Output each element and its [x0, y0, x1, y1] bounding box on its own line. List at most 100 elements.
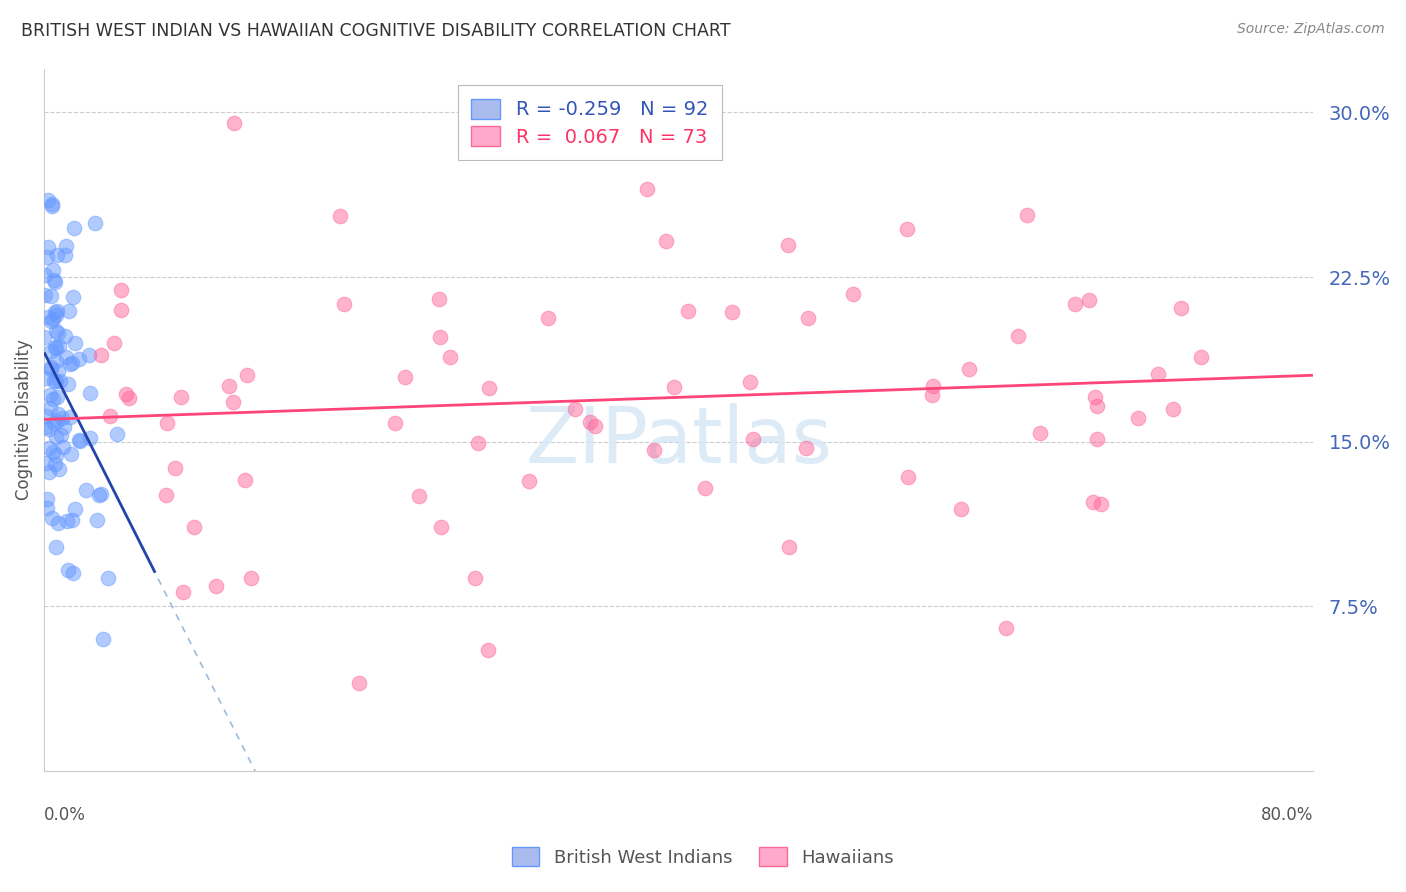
Point [44, 275, 66, 289]
Point [34, 371, 56, 385]
Point [46, 326, 69, 341]
Point [44, 457, 66, 471]
Point [55, 514, 77, 528]
Point [39, 401, 62, 415]
Legend: British West Indians, Hawaiians: British West Indians, Hawaiians [505, 840, 901, 874]
Point [224, 116, 246, 130]
Point [738, 375, 761, 389]
Point [38, 466, 60, 480]
Text: 80.0%: 80.0% [1261, 806, 1313, 824]
Point [98, 409, 121, 423]
Point [63, 336, 86, 351]
Point [84, 216, 107, 230]
Point [949, 501, 972, 516]
Point [994, 621, 1017, 635]
Point [1085, 399, 1108, 413]
Point [205, 579, 228, 593]
Point [235, 368, 257, 382]
Text: ZIPatlas: ZIPatlas [524, 403, 832, 479]
Point [655, 234, 678, 248]
Point [45, 430, 67, 444]
Point [172, 585, 194, 599]
Point [583, 419, 606, 434]
Point [58, 376, 80, 391]
Point [67, 351, 90, 366]
Point [45, 448, 67, 462]
Point [699, 144, 721, 158]
Point [62, 290, 84, 304]
Point [35, 251, 58, 265]
Y-axis label: Cognitive Disability: Cognitive Disability [15, 339, 32, 500]
Point [1161, 401, 1184, 416]
Point [59, 357, 82, 371]
Point [794, 442, 817, 456]
Point [58, 304, 80, 318]
Point [39, 344, 62, 359]
Point [34, 268, 56, 282]
Point [329, 209, 352, 223]
Point [32, 330, 55, 344]
Point [39, 288, 62, 302]
Point [564, 402, 586, 417]
Point [41, 199, 63, 213]
Point [464, 572, 486, 586]
Point [1084, 390, 1107, 404]
Point [183, 519, 205, 533]
Point [721, 304, 744, 318]
Point [67, 434, 90, 448]
Point [45, 354, 67, 368]
Point [44, 273, 66, 287]
Point [517, 474, 540, 488]
Point [39, 314, 62, 328]
Point [48, 339, 70, 353]
Point [842, 287, 865, 301]
Point [53, 420, 76, 434]
Point [408, 489, 430, 503]
Point [89, 488, 111, 502]
Point [42, 445, 65, 459]
Point [578, 416, 600, 430]
Point [46, 407, 69, 421]
Point [34, 419, 56, 434]
Point [896, 221, 918, 235]
Point [477, 643, 499, 657]
Point [1085, 432, 1108, 446]
Point [69, 434, 91, 448]
Point [155, 488, 177, 502]
Point [233, 473, 256, 487]
Point [778, 540, 800, 554]
Point [37, 193, 59, 207]
Point [115, 387, 138, 401]
Point [63, 221, 86, 235]
Point [1147, 367, 1170, 381]
Point [218, 379, 240, 393]
Text: BRITISH WEST INDIAN VS HAWAIIAN COGNITIVE DISABILITY CORRELATION CHART: BRITISH WEST INDIAN VS HAWAIIAN COGNITIV… [21, 22, 731, 40]
Point [97, 571, 120, 585]
Point [349, 676, 371, 690]
Point [55, 239, 77, 253]
Point [59, 447, 82, 461]
Point [34, 287, 56, 301]
Point [467, 435, 489, 450]
Point [741, 432, 763, 446]
Point [35, 456, 58, 470]
Point [103, 336, 125, 351]
Point [1007, 329, 1029, 343]
Point [163, 461, 186, 475]
Point [39, 388, 62, 402]
Point [35, 500, 58, 515]
Point [34, 409, 56, 423]
Point [1029, 426, 1052, 441]
Point [46, 390, 69, 404]
Point [51, 428, 73, 442]
Point [45, 308, 67, 322]
Point [478, 381, 501, 395]
Point [44, 374, 66, 388]
Point [39, 361, 62, 376]
Point [42, 263, 65, 277]
Point [332, 297, 354, 311]
Point [63, 501, 86, 516]
Point [79, 386, 101, 401]
Point [38, 422, 60, 436]
Point [44, 305, 66, 319]
